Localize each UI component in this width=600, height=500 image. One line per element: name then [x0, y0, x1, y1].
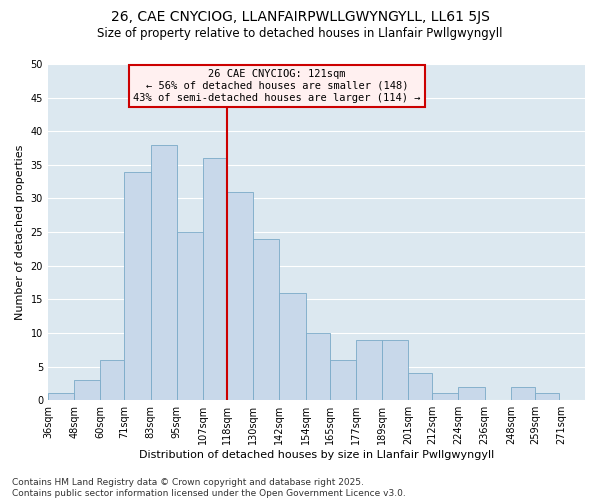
Bar: [253, 239, 280, 400]
Bar: [511, 387, 535, 400]
Bar: [329, 360, 356, 400]
Bar: [458, 387, 485, 400]
Bar: [432, 394, 458, 400]
X-axis label: Distribution of detached houses by size in Llanfair Pwllgwyngyll: Distribution of detached houses by size …: [139, 450, 494, 460]
Bar: [151, 144, 177, 400]
Bar: [382, 340, 408, 400]
Bar: [177, 232, 203, 400]
Text: 26 CAE CNYCIOG: 121sqm
← 56% of detached houses are smaller (148)
43% of semi-de: 26 CAE CNYCIOG: 121sqm ← 56% of detached…: [133, 70, 421, 102]
Bar: [203, 158, 227, 400]
Bar: [124, 172, 151, 400]
Bar: [227, 192, 253, 400]
Text: Size of property relative to detached houses in Llanfair Pwllgwyngyll: Size of property relative to detached ho…: [97, 28, 503, 40]
Bar: [48, 394, 74, 400]
Y-axis label: Number of detached properties: Number of detached properties: [15, 144, 25, 320]
Text: 26, CAE CNYCIOG, LLANFAIRPWLLGWYNGYLL, LL61 5JS: 26, CAE CNYCIOG, LLANFAIRPWLLGWYNGYLL, L…: [110, 10, 490, 24]
Bar: [408, 374, 432, 400]
Bar: [305, 333, 329, 400]
Bar: [535, 394, 559, 400]
Text: Contains HM Land Registry data © Crown copyright and database right 2025.
Contai: Contains HM Land Registry data © Crown c…: [12, 478, 406, 498]
Bar: [74, 380, 100, 400]
Bar: [280, 292, 305, 400]
Bar: [356, 340, 382, 400]
Bar: [100, 360, 124, 400]
